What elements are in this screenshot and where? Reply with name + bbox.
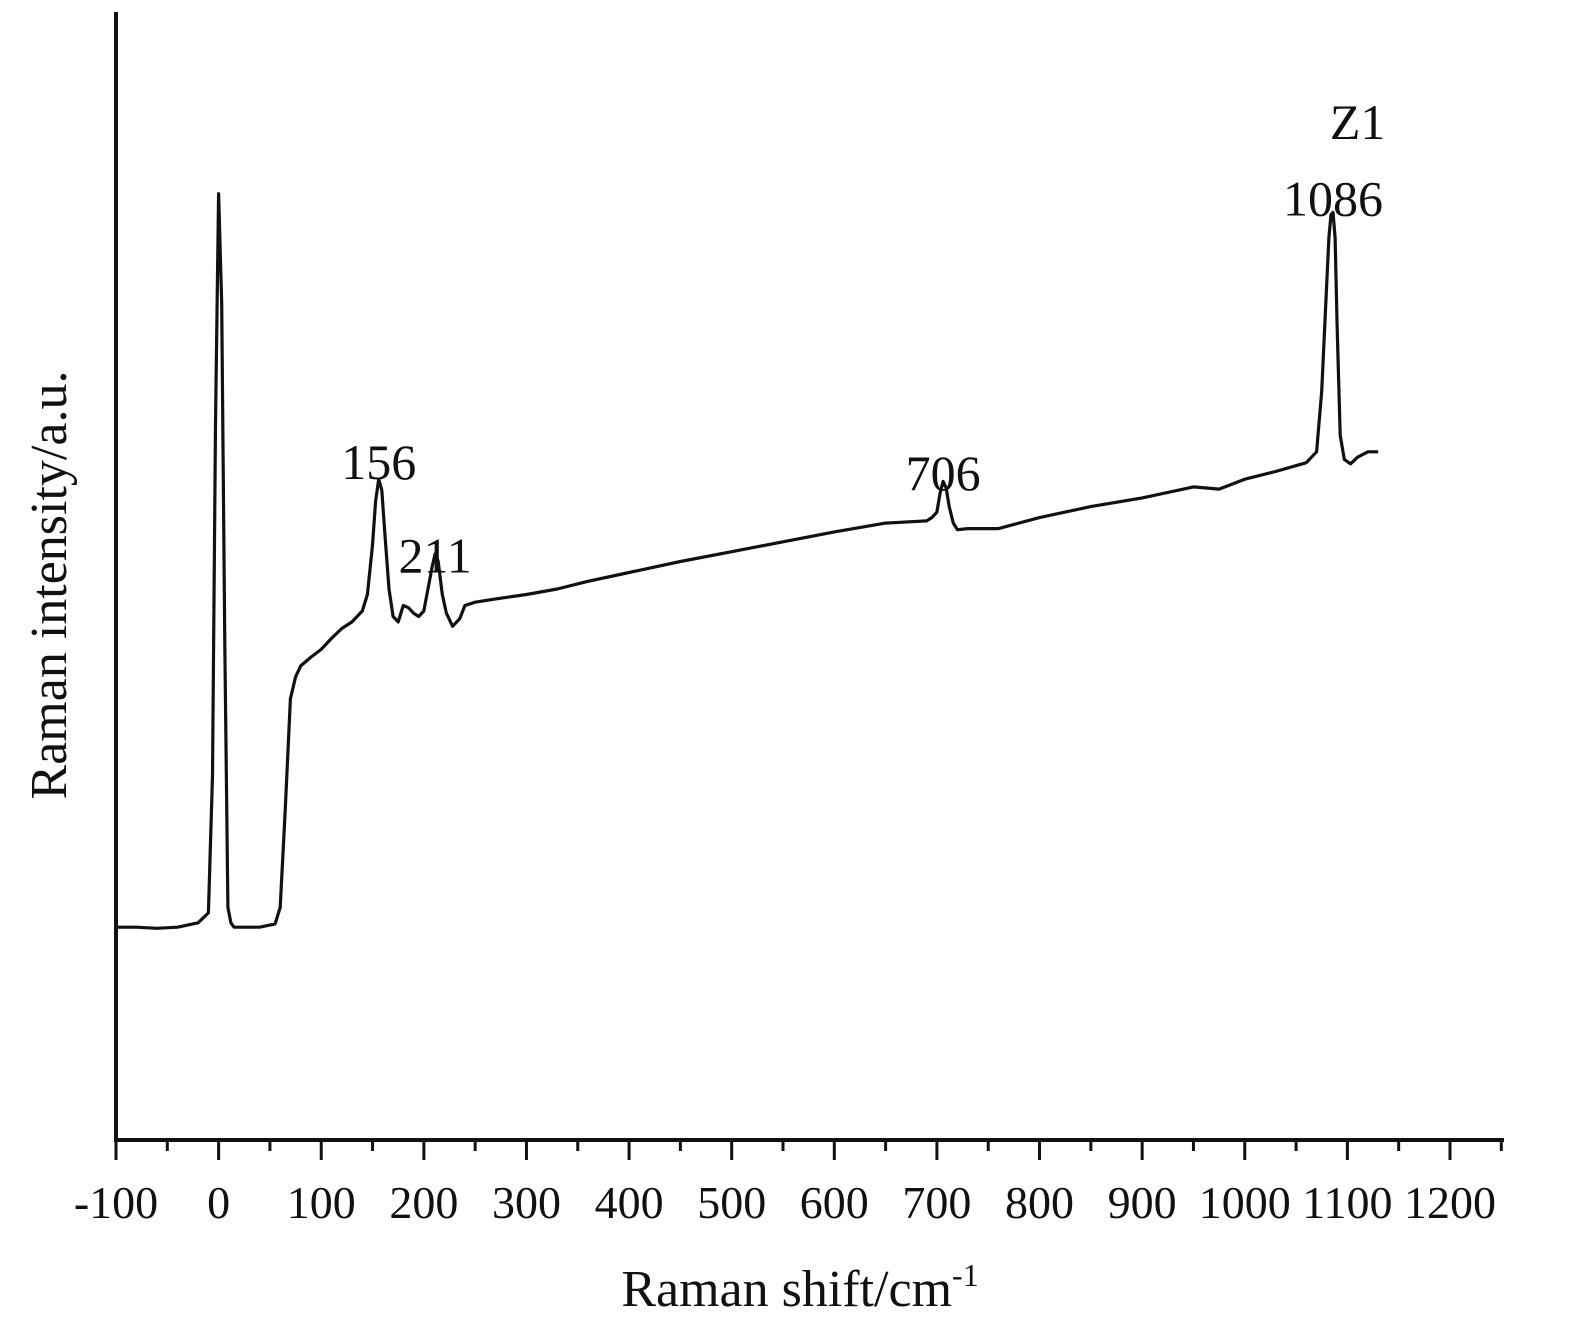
x-tick-label: 600 [800, 1177, 869, 1228]
peak-label: 211 [399, 528, 472, 584]
peak-annotations: Z1 156 211 706 1086 [341, 94, 1385, 584]
x-axis-title: Raman shift/cm-1 [621, 1257, 978, 1318]
x-tick-label: 1200 [1404, 1177, 1496, 1228]
series-line-z1 [116, 192, 1379, 930]
peak-label: 706 [906, 445, 981, 501]
x-tick-label: 200 [389, 1177, 458, 1228]
x-axis-title-superscript: -1 [952, 1257, 979, 1293]
x-tick-label: 1000 [1199, 1177, 1291, 1228]
x-tick-label: 800 [1005, 1177, 1074, 1228]
x-axis-tick-labels: -100 0 100 200 300 400 500 600 700 800 900 1000 1100… [74, 1177, 1496, 1228]
peak-label: 1086 [1283, 171, 1383, 227]
x-tick-label: 700 [902, 1177, 971, 1228]
x-tick-label: -100 [74, 1177, 158, 1228]
sample-label: Z1 [1330, 94, 1386, 150]
x-tick-label: 400 [595, 1177, 664, 1228]
x-tick-label: 500 [697, 1177, 766, 1228]
x-tick-label: 1100 [1302, 1177, 1392, 1228]
x-axis-ticks [114, 1140, 1503, 1160]
y-axis-title: Raman intensity/a.u. [21, 371, 78, 800]
peak-label: 156 [341, 434, 416, 490]
x-tick-label: 300 [492, 1177, 561, 1228]
x-tick-label: 900 [1108, 1177, 1177, 1228]
x-tick-label: 100 [287, 1177, 356, 1228]
x-axis-title-text: Raman shift/cm [621, 1261, 952, 1318]
x-tick-label: 0 [207, 1177, 230, 1228]
